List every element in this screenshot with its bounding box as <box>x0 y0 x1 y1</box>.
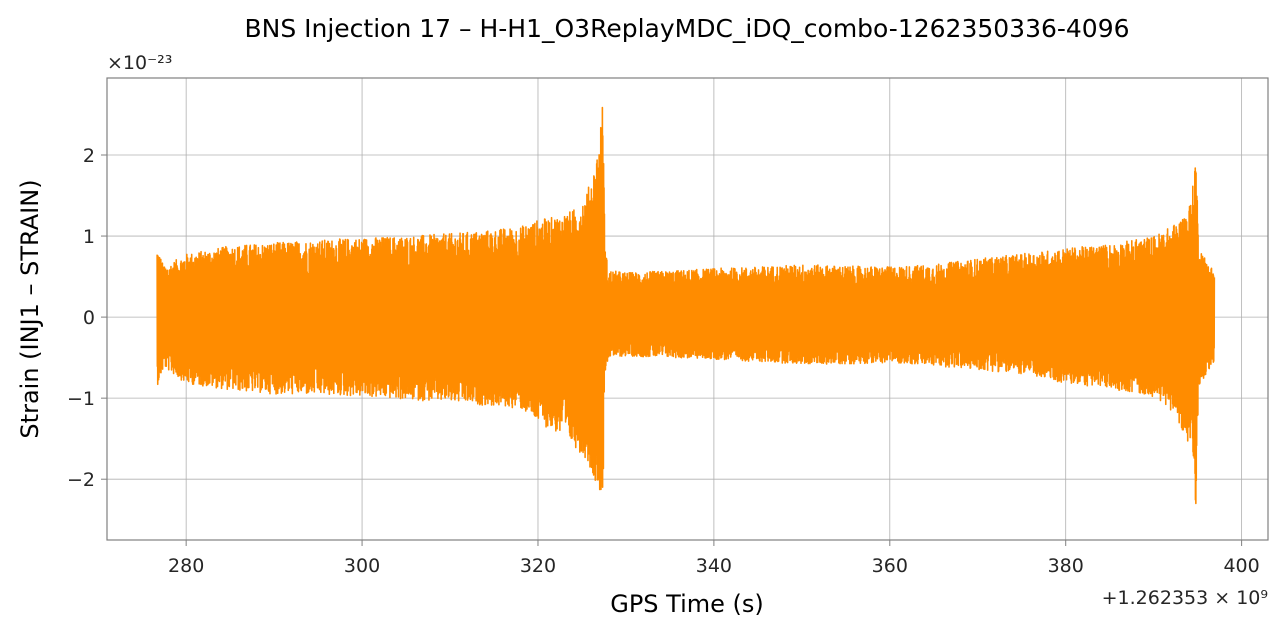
y-scale-label: ×10⁻²³ <box>107 52 172 74</box>
y-axis-label: Strain (INJ1 – STRAIN) <box>16 179 44 438</box>
x-tick-label: 320 <box>520 555 556 577</box>
y-tick-label: 2 <box>83 145 95 167</box>
x-tick-label: 340 <box>696 555 732 577</box>
x-axis-ticks: 280 300 320 340 360 380 400 <box>168 540 1260 577</box>
x-axis-label: GPS Time (s) <box>610 590 764 618</box>
y-tick-label: 1 <box>83 226 95 248</box>
signal-line <box>156 106 1216 505</box>
y-tick-label: −1 <box>67 388 95 410</box>
x-offset-label: +1.262353 × 10⁹ <box>1102 587 1268 609</box>
chart-title: BNS Injection 17 – H-H1_O3ReplayMDC_iDQ_… <box>244 14 1129 43</box>
x-tick-label: 300 <box>344 555 380 577</box>
x-tick-label: 400 <box>1223 555 1259 577</box>
x-tick-label: 380 <box>1048 555 1084 577</box>
x-tick-label: 280 <box>168 555 204 577</box>
y-axis-ticks: −2 −1 0 1 2 <box>67 145 107 491</box>
x-tick-label: 360 <box>872 555 908 577</box>
signal-series <box>156 106 1216 505</box>
plot-frame <box>106 77 1269 541</box>
y-tick-label: −2 <box>67 469 95 491</box>
y-tick-label: 0 <box>83 307 95 329</box>
